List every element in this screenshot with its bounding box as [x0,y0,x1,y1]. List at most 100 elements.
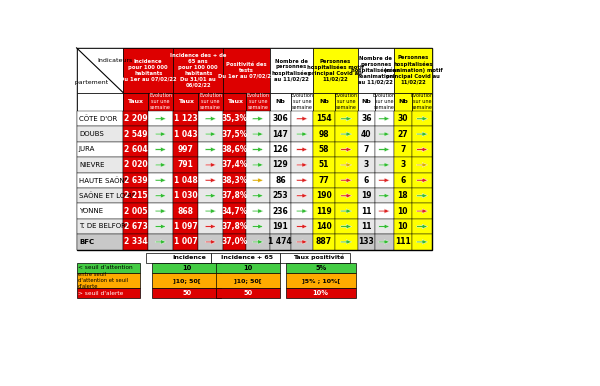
Text: 7: 7 [400,145,406,154]
Bar [291,126,313,142]
Bar [375,203,394,219]
Polygon shape [379,147,389,152]
Text: 1 123: 1 123 [174,114,197,123]
Bar [123,219,148,234]
Polygon shape [417,132,428,136]
Polygon shape [296,193,308,198]
Bar [223,111,246,126]
Bar [412,188,432,203]
Bar [269,142,291,157]
Bar [313,203,335,219]
Bar [77,273,140,288]
Bar [148,157,173,173]
Polygon shape [341,147,352,152]
Bar [286,288,356,298]
Polygon shape [253,240,263,244]
Text: 2 639: 2 639 [124,176,147,185]
Polygon shape [253,224,263,229]
Text: 38,3%: 38,3% [221,176,248,185]
Bar [313,93,335,111]
Text: 50: 50 [182,290,191,296]
Text: 37,0%: 37,0% [221,237,248,246]
Bar [291,157,313,173]
Bar [358,111,375,126]
Text: 306: 306 [272,114,288,123]
Bar [375,126,394,142]
Text: 11: 11 [361,222,371,231]
Text: Positivité des
tests
Du 1er au 07/02/22: Positivité des tests Du 1er au 07/02/22 [218,62,275,78]
Bar [77,93,123,111]
Text: 1 043: 1 043 [174,130,197,139]
Bar [375,157,394,173]
Text: Incidence des + de
65 ans
pour 100 000
habitants
Du 31/01 au
06/02/22: Incidence des + de 65 ans pour 100 000 h… [170,53,226,87]
Polygon shape [205,132,216,136]
Bar [412,157,432,173]
Bar [77,111,123,126]
Bar [211,253,280,263]
Polygon shape [205,224,216,229]
Bar [77,263,140,273]
Bar [291,93,313,111]
Polygon shape [341,178,352,183]
Text: 27: 27 [398,130,408,139]
Polygon shape [379,240,389,244]
Bar [291,188,313,203]
Text: 236: 236 [272,207,288,216]
Text: ]10; 50[: ]10; 50[ [173,278,200,283]
Polygon shape [417,117,428,121]
Bar [358,188,375,203]
Bar [148,188,173,203]
Text: Taux: Taux [227,99,242,104]
Text: 10: 10 [398,207,408,216]
Text: 133: 133 [359,237,374,246]
Text: 2 215: 2 215 [124,191,147,200]
Bar [358,93,375,111]
Bar [313,157,335,173]
Text: 34,7%: 34,7% [221,207,248,216]
Bar [394,188,412,203]
Bar [269,234,291,250]
Polygon shape [296,117,308,121]
Bar [394,234,412,250]
Bar [335,173,358,188]
Bar [375,173,394,188]
Polygon shape [205,147,216,152]
Text: 10: 10 [182,265,191,271]
Polygon shape [296,178,308,183]
Polygon shape [155,240,166,244]
Polygon shape [155,224,166,229]
Bar [269,219,291,234]
Bar [269,48,313,93]
Bar [335,203,358,219]
Text: 6: 6 [400,176,406,185]
Text: Nb: Nb [362,99,371,104]
Bar [198,111,223,126]
Text: ]10; 50[: ]10; 50[ [235,278,262,283]
Bar [148,111,173,126]
Polygon shape [205,240,216,244]
Bar [412,111,432,126]
Bar [173,234,198,250]
Bar [313,126,335,142]
Bar [291,234,313,250]
Bar [77,157,123,173]
Polygon shape [417,163,428,167]
Text: 11: 11 [361,207,371,216]
Bar [313,188,335,203]
Bar [123,188,148,203]
Polygon shape [253,163,263,167]
Text: 58: 58 [319,145,329,154]
Polygon shape [253,209,263,213]
Text: 7: 7 [364,145,369,154]
Bar [198,157,223,173]
Text: 37,8%: 37,8% [221,191,248,200]
Bar [123,126,148,142]
Text: 98: 98 [319,130,329,139]
Polygon shape [341,224,352,229]
Bar [394,111,412,126]
Text: Nombre de
personnes
hospitalisées en
réanimation
au 11/02/22: Nombre de personnes hospitalisées en réa… [352,56,400,85]
Bar [412,203,432,219]
Bar [375,219,394,234]
Text: DOUBS: DOUBS [79,131,104,137]
Bar [286,263,356,273]
